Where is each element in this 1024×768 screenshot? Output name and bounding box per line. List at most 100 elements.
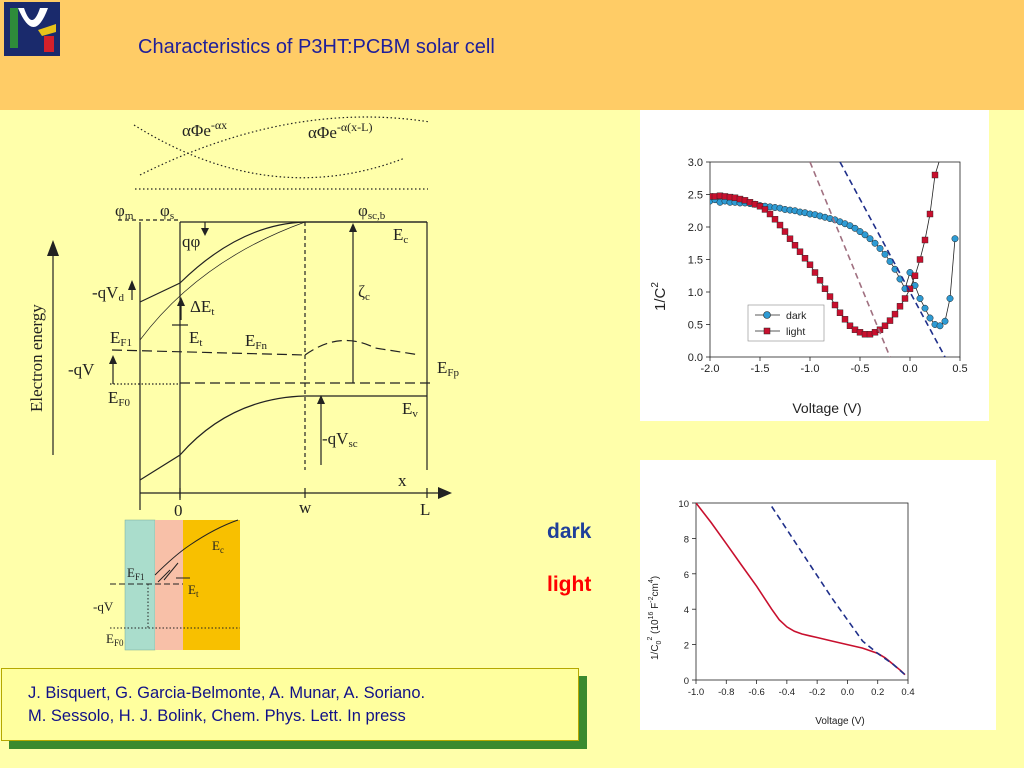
chart2-ylabel: 1/C02 (1016 F-2cm4) [647,576,663,660]
chart1-point-light [791,241,799,249]
chart1-point-light [926,210,934,218]
chart1-xtick-label: -1.5 [751,363,770,375]
efn-label: EFn [245,331,268,352]
qvsc-label: -qVsc [322,429,358,450]
chart2-xtick-label: -0.4 [779,687,795,698]
chart1-point-dark [951,235,959,243]
chart1-point-light [916,256,924,263]
chart1-point-light [826,293,834,300]
chart1-point-light [931,171,939,179]
generation-right-label: αΦe-α(x-L) [308,120,373,142]
reference-text: J. Bisquert, G. Garcia-Belmonte, A. Muna… [28,682,425,728]
chart2-ytick-label: 8 [684,534,689,545]
chart1-point-dark [876,245,884,252]
ev-label: Ev [402,399,418,420]
chart1-point-light [841,316,849,323]
chart1-point-light [776,221,784,229]
conduction-band [139,221,427,303]
chart1-point-light [801,254,809,262]
chart1-ytick-label: 1.5 [688,255,703,267]
tick-0: 0 [174,501,183,520]
chart1-point-light [831,301,839,309]
inset-ef0-label: EF0 [106,631,124,648]
band-diagram: αΦe-αx αΦe-α(x-L) φm φs φsc,b qφ Ec -qVd… [27,116,460,651]
slide-header: Characteristics of P3HT:PCBM solar cell [0,0,1024,110]
chart1-xtick-label: -0.5 [851,363,870,375]
inset-ef1-label: EF1 [127,565,144,582]
chart1-series-3-line [839,162,946,357]
chart1-point-dark [871,239,879,247]
chart1-ytick-label: 0.0 [688,352,703,364]
reference-line-2: M. Sessolo, H. J. Bolink, Chem. Phys. Le… [28,707,406,725]
efp-label: EFp [437,358,460,379]
chart2-xtick-label: 0.0 [841,687,854,698]
generation-curve-left [133,124,406,179]
chart1-ytick-label: 2.5 [688,190,703,202]
chart1-point-light [911,272,919,279]
ef0-label: EF0 [108,388,131,409]
chart2-xlabel: Voltage (V) [815,716,864,727]
inset-ec-label: Ec [212,538,224,555]
chart2-ytick-label: 6 [684,570,689,581]
chart1-point-light [761,206,769,213]
chart1-legend-dark: dark [786,310,807,322]
ec-label: Ec [393,225,408,246]
qv-label: -qV [68,360,95,379]
generation-left-label: αΦe-αx [182,118,227,140]
chart1-point-light [821,285,829,292]
chart1-point-dark [946,295,954,302]
chart1-point-light [896,303,904,310]
chart2-frame [695,502,909,681]
chart1-point-light [771,215,779,223]
chart2-xtick-label: -1.0 [688,687,704,698]
chart1-point-light [891,310,899,318]
chart1-point-light [796,248,804,255]
ef1-label: EF1 [110,328,132,349]
chart1-point-dark [881,250,889,258]
phi-m-label: φm [115,201,134,222]
chart1-point-dark [851,224,859,232]
tick-l: L [420,500,430,519]
et-label: Et [189,328,202,349]
chart1-point-dark [911,282,919,289]
qvd-label: -qVd [92,283,124,304]
chart2-xtick-label: -0.8 [718,687,734,698]
chart1-point-light [786,235,794,242]
chart1-point-light [921,236,929,244]
chart2-xtick-label: 0.2 [871,687,884,698]
capacitance-voltage-chart: -2.0 -1.5 -1.0 -0.5 0.0 0.5 0.0 0.5 1.0 1.5 2.0 2.5… [640,110,989,421]
chart1-ytick-label: 2.0 [688,222,703,234]
reference-line-1: J. Bisquert, G. Garcia-Belmonte, A. Muna… [28,684,426,702]
chart1-point-light [811,269,819,276]
chart1-point-dark [941,317,949,325]
chart1-point-light [806,261,814,268]
chart1-legend: dark light [747,304,825,342]
chart2-series-1-line [771,506,906,676]
chart1-point-light [937,156,943,162]
chart1-xlabel: Voltage (V) [792,400,861,416]
chart1-legend-light: light [786,326,805,338]
reference-box [1,668,579,741]
chart1-ytick-label: 1.0 [688,287,703,299]
chart1-point-light [836,309,844,317]
chart1-point-light [846,322,854,330]
chart1-point-dark [921,304,929,312]
chart1-point-dark [866,235,874,243]
generation-curve-right [139,116,431,176]
chart1-ytick-label: 0.5 [688,320,703,332]
chart2-ytick-label: 0 [684,676,689,687]
university-logo-icon [4,2,60,56]
phi-scb-label: φsc,b [358,201,386,222]
chart1-point-light [881,322,889,330]
chart1-xtick-label: 0.0 [902,363,917,375]
valence-band [139,395,427,481]
slide-title: Characteristics of P3HT:PCBM solar cell [138,36,495,58]
chart1-series-2-line [809,162,891,357]
chart2-xtick-label: 0.4 [901,687,914,698]
legend-dark-label: dark [547,520,592,543]
chart1-point-light [886,317,894,324]
chart2-xtick-label: -0.6 [748,687,764,698]
thin-curve [139,221,306,341]
legend-light-label: light [547,573,592,596]
inset-et-label: Et [188,582,199,599]
